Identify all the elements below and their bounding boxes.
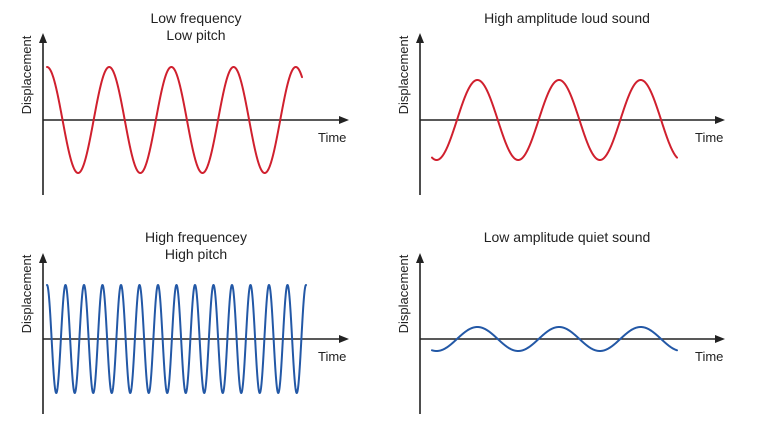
y-axis-label: Displacement: [396, 35, 411, 114]
panel-title-line-2: Low pitch: [166, 27, 225, 43]
panel-title-line-1: Low frequency: [150, 10, 241, 26]
waveform: [431, 326, 678, 352]
panel-high-amplitude: High amplitude loud sound Displacement T…: [396, 10, 725, 195]
waveform: [431, 79, 678, 161]
y-axis-arrow: [39, 33, 47, 43]
x-axis-arrow: [339, 335, 349, 343]
y-axis-label: Displacement: [19, 254, 34, 333]
x-axis-label: Time: [695, 130, 723, 145]
panel-title-line-1: Low amplitude quiet sound: [484, 229, 651, 245]
x-axis-arrow: [715, 335, 725, 343]
panel-title-line-1: High frequencey: [145, 229, 247, 245]
x-axis-label: Time: [318, 130, 346, 145]
panel-title-line-2: High pitch: [165, 246, 227, 262]
x-axis-arrow: [715, 116, 725, 124]
waveform: [46, 284, 307, 394]
y-axis-arrow: [39, 253, 47, 263]
panel-low-amplitude: Low amplitude quiet sound Displacement T…: [396, 229, 725, 414]
panel-high-frequency: High frequencey High pitch Displacement …: [19, 229, 349, 414]
x-axis-label: Time: [695, 349, 723, 364]
y-axis-label: Displacement: [19, 35, 34, 114]
panel-title-line-1: High amplitude loud sound: [484, 10, 650, 26]
waveform: [46, 66, 303, 174]
x-axis-label: Time: [318, 349, 346, 364]
y-axis-arrow: [416, 253, 424, 263]
y-axis-arrow: [416, 33, 424, 43]
y-axis-label: Displacement: [396, 254, 411, 333]
panel-low-frequency: Low frequency Low pitch Displacement Tim…: [19, 10, 349, 195]
x-axis-arrow: [339, 116, 349, 124]
